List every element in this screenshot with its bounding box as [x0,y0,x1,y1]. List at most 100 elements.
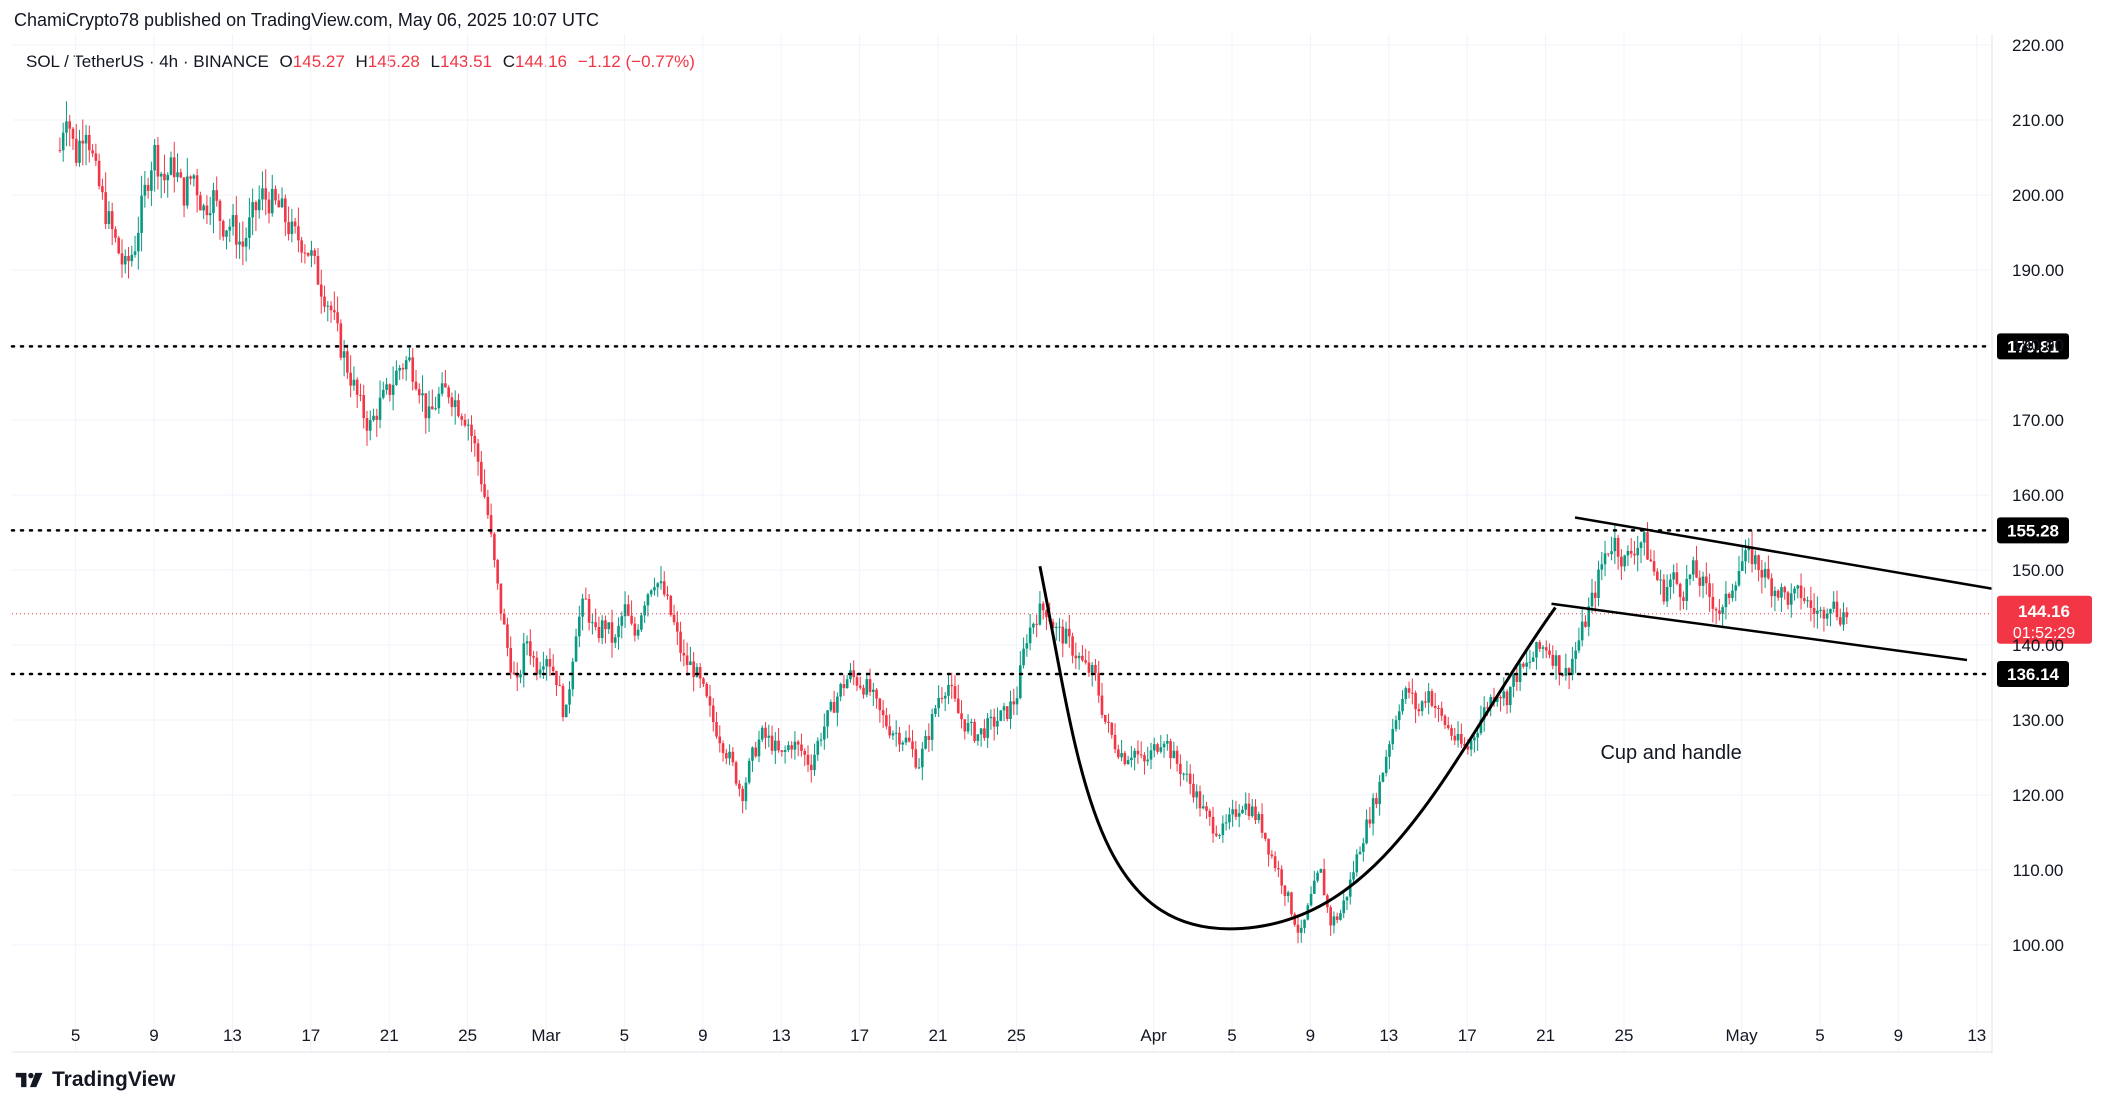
candle-body [457,400,460,417]
candle-body [1662,579,1666,602]
candle-body [391,384,395,395]
candle-body [656,583,660,588]
candle-body [1005,706,1009,719]
candle-body [515,674,519,678]
candle-body [401,367,405,370]
level-tag-label: 179.81 [2007,337,2059,356]
candle-body [960,713,963,720]
candle-body [466,424,470,426]
candle-body [1518,663,1522,682]
candle-body [790,745,793,750]
time-tick-label: 9 [1894,1026,1903,1045]
candle-body [823,726,826,740]
candle-body [1201,806,1205,809]
candle-body [218,200,222,221]
candle-body [702,678,705,684]
candle-body [1626,550,1630,556]
candle-body [1558,655,1561,675]
candle-body [372,415,375,421]
candle-body [1505,691,1509,706]
candle-body [1280,869,1283,886]
close-value: 144.16 [515,52,568,71]
candle-body [829,702,833,711]
candle-body [1172,750,1176,759]
candle-body [1110,722,1114,735]
low-value: 143.51 [440,52,492,71]
candle-body [1215,833,1218,836]
symbol-title[interactable]: SOL / TetherUS · 4h · BINANCE [26,52,269,71]
candle-body [1750,546,1754,565]
candle-body [159,173,163,177]
candle-body [1629,550,1633,554]
candle-body [1567,668,1571,675]
current-price-label: 144.16 [2018,602,2070,621]
candle-body [1277,868,1280,870]
candle-body [1283,885,1287,896]
candle-body [950,684,954,687]
candle-body [1293,914,1297,925]
candle-body [604,620,607,630]
candle-body [630,615,633,624]
candle-body [872,689,875,692]
candle-body [1090,664,1094,673]
candle-body [1642,532,1646,543]
candle-body [447,387,450,398]
candle-body [734,762,738,784]
candle-body [274,188,277,201]
candle-body [1509,686,1512,706]
candle-body [787,745,790,751]
time-tick-label: 5 [71,1026,80,1045]
candle-body [1012,701,1016,705]
price-tick-label: 170.00 [2012,411,2064,430]
candle-body [463,419,467,426]
candle-body [640,615,643,630]
candle-body [1081,655,1084,661]
candle-body [1270,854,1274,857]
candle-body [947,684,950,696]
candle-body [1417,709,1421,712]
candle-body [342,351,346,358]
candle-body [1113,734,1117,750]
candle-body [277,200,281,208]
candle-body [1166,741,1169,744]
candle-body [1744,550,1747,562]
candle-body [1613,537,1617,552]
candle-body [1548,650,1551,655]
candle-body [1208,810,1212,817]
price-axis[interactable]: 100.00 110.00 120.00 130.00 140.00 150.00 160.… [1991,34,2064,1054]
candle-body [1727,593,1731,599]
candle-body [633,623,637,636]
time-axis[interactable]: 5 9 13 17 21 25 Mar 5 9 13 17 21 25 Apr 5 9 13 17 21 25 May 5… [12,1026,1992,1053]
candle-body [819,739,823,741]
candle-body [208,213,212,216]
candle-body [1182,773,1185,775]
candle-body [1241,809,1244,814]
candle-body [395,370,398,385]
candle-body [179,172,183,178]
time-tick-label: 13 [1379,1026,1398,1045]
change-value: −1.12 (−0.77%) [577,52,695,71]
candle-body [868,679,872,692]
candle-body [1446,725,1450,729]
time-tick-label: 9 [698,1026,707,1045]
candle-body [1842,612,1845,625]
candle-body [143,184,147,196]
candle-body [310,250,313,256]
footer-brand[interactable]: TradingView [14,1068,175,1092]
candle-body [855,677,859,686]
candle-body [215,190,219,201]
candle-body [486,496,490,516]
candle-body [267,199,271,214]
candle-body [1211,816,1215,834]
candle-body [81,140,85,144]
candle-body [1502,691,1506,699]
candle-body [1835,601,1839,618]
candle-body [1479,719,1483,734]
candle-body [1528,661,1532,663]
candle-body [1407,688,1411,693]
candle-body [1120,753,1123,758]
candle-body [725,753,728,759]
high-label: H [355,52,368,71]
candle-body [1250,806,1254,817]
